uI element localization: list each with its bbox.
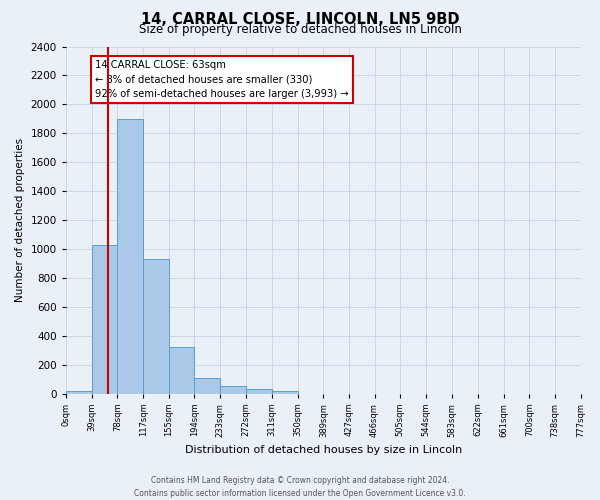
Bar	[92, 244, 118, 394]
Bar	[169, 348, 194, 394]
Bar	[66, 390, 92, 394]
Y-axis label: Number of detached properties: Number of detached properties	[15, 138, 25, 302]
Text: 14 CARRAL CLOSE: 63sqm
← 8% of detached houses are smaller (330)
92% of semi-det: 14 CARRAL CLOSE: 63sqm ← 8% of detached …	[95, 60, 349, 99]
Bar	[143, 259, 169, 394]
Bar	[118, 119, 143, 394]
Text: Size of property relative to detached houses in Lincoln: Size of property relative to detached ho…	[139, 22, 461, 36]
Bar	[246, 390, 272, 394]
Bar	[272, 392, 298, 394]
Text: Contains HM Land Registry data © Crown copyright and database right 2024.
Contai: Contains HM Land Registry data © Crown c…	[134, 476, 466, 498]
Text: 14, CARRAL CLOSE, LINCOLN, LN5 9BD: 14, CARRAL CLOSE, LINCOLN, LN5 9BD	[141, 12, 459, 28]
Bar	[194, 378, 220, 394]
X-axis label: Distribution of detached houses by size in Lincoln: Distribution of detached houses by size …	[185, 445, 462, 455]
Bar	[220, 386, 246, 394]
